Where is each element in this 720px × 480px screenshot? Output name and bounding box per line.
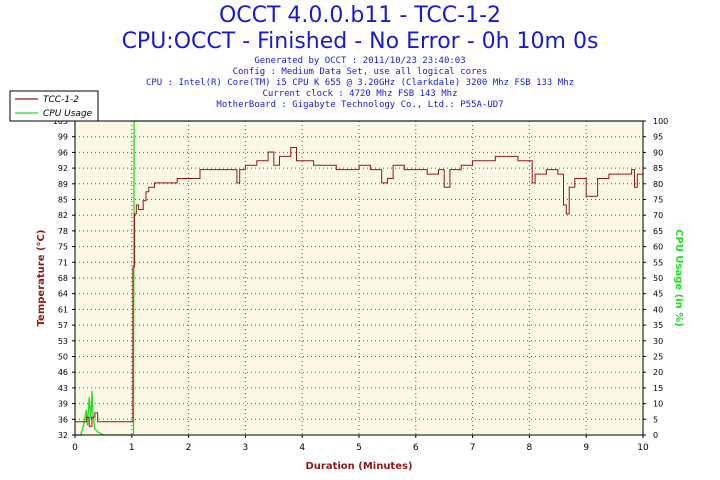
y-right-tick-label: 85 (653, 164, 663, 173)
x-tick-label: 3 (243, 443, 249, 453)
legend-box (9, 90, 99, 122)
x-tick-label: 4 (299, 443, 305, 453)
y-left-tick-label: 99 (58, 133, 68, 142)
x-tick-label: 9 (583, 443, 589, 453)
y-right-tick-label: 10 (653, 400, 663, 409)
y-right-tick-label: 55 (653, 258, 663, 267)
y-left-tick-label: 92 (58, 164, 68, 173)
x-tick-label: 5 (356, 443, 362, 453)
chart-subtitle: CPU:OCCT - Finished - No Error - 0h 10m … (121, 29, 599, 54)
y-right-tick-label: 40 (653, 305, 663, 314)
x-axis-label: Duration (Minutes) (305, 461, 412, 472)
y-left-tick-label: 57 (58, 321, 68, 330)
y-right-tick-label: 25 (653, 353, 663, 362)
x-tick-label: 0 (72, 443, 78, 453)
y-left-tick-label: 36 (58, 415, 68, 424)
y-right-tick-label: 65 (653, 227, 663, 236)
y-right-tick-label: 30 (653, 337, 663, 346)
y-right-tick-label: 70 (653, 211, 663, 220)
y-right-tick-label: 80 (653, 180, 663, 189)
y-right-tick-label: 100 (653, 117, 668, 126)
legend-label-cpu-usage: CPU Usage (43, 109, 93, 119)
y-left-tick-label: 50 (58, 353, 68, 362)
y-left-tick-label: 89 (58, 180, 68, 189)
y-left-tick-label: 46 (58, 368, 68, 377)
x-tick-label: 2 (186, 443, 192, 453)
series-line-tcc-1-2 (75, 147, 643, 427)
y-right-tick-label: 75 (653, 196, 663, 205)
x-tick-label: 1 (129, 443, 135, 453)
y-axis-label-left: Temperature (°C) (36, 230, 47, 327)
x-tick-label: 6 (413, 443, 419, 453)
info-clock: Current clock : 4720 Mhz FSB 143 Mhz (262, 89, 458, 99)
info-motherboard: MotherBoard : Gigabyte Technology Co., L… (216, 100, 504, 110)
legend-label-tcc-1-2: TCC-1-2 (43, 95, 79, 105)
chart-title: OCCT 4.0.0.b11 - TCC-1-2 (218, 3, 502, 28)
x-tick-label: 10 (637, 443, 649, 453)
x-tick-label: 7 (470, 443, 476, 453)
y-right-tick-label: 35 (653, 321, 663, 330)
y-left-tick-label: 61 (58, 305, 68, 314)
y-left-tick-label: 39 (58, 400, 68, 409)
y-left-tick-label: 96 (58, 148, 68, 157)
y-right-tick-label: 90 (653, 148, 663, 157)
y-right-tick-label: 20 (653, 368, 663, 377)
y-left-tick-label: 75 (58, 243, 68, 252)
info-cpu: CPU : Intel(R) Core(TM) i5 CPU K 655 @ 3… (145, 78, 575, 88)
y-right-tick-label: 45 (653, 290, 663, 299)
y-left-tick-label: 64 (58, 290, 68, 299)
y-right-tick-label: 15 (653, 384, 663, 393)
y-left-tick-label: 78 (58, 227, 68, 236)
y-right-tick-label: 0 (653, 431, 658, 440)
x-tick-label: 8 (527, 443, 533, 453)
y-right-tick-label: 5 (653, 415, 658, 424)
info-config: Config : Medium Data Set, use all logica… (232, 67, 488, 77)
y-left-tick-label: 82 (58, 211, 68, 220)
y-left-tick-label: 43 (58, 384, 68, 393)
y-left-tick-label: 68 (58, 274, 68, 283)
plot-frame (74, 120, 644, 436)
y-axis-label-right: CPU Usage (in %) (673, 229, 684, 327)
y-left-tick-label: 53 (58, 337, 68, 346)
y-right-tick-label: 95 (653, 133, 663, 142)
y-right-tick-label: 50 (653, 274, 663, 283)
info-generated: Generated by OCCT : 2011/10/23 23:40:03 (254, 56, 466, 66)
y-right-tick-label: 60 (653, 243, 663, 252)
y-left-tick-label: 32 (58, 431, 68, 440)
y-left-tick-label: 85 (58, 196, 68, 205)
y-left-tick-label: 71 (58, 258, 68, 267)
